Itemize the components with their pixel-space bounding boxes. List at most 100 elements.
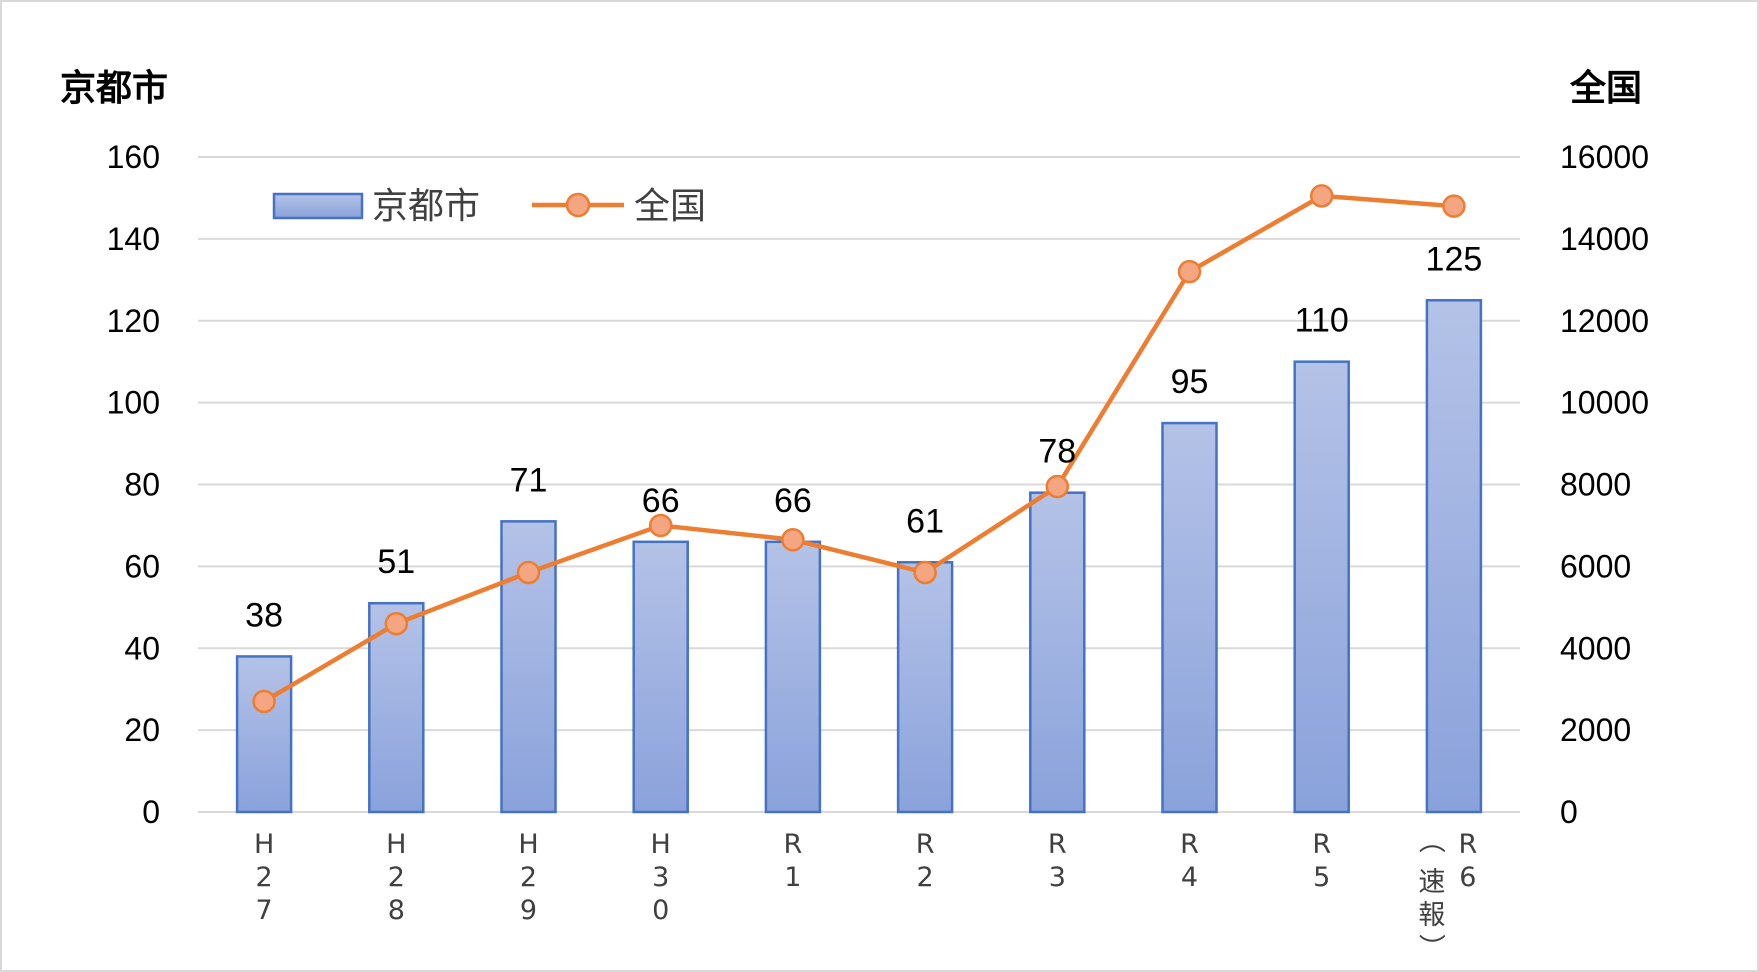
legend-line-label: 全国 (634, 186, 706, 227)
svg-text:5: 5 (1313, 862, 1330, 893)
right-axis-title: 全国 (1569, 67, 1642, 109)
svg-text:）: ） (1415, 934, 1446, 961)
right-tick-label: 14000 (1560, 221, 1649, 257)
bar (896, 561, 954, 814)
bar-value-label: 95 (1171, 363, 1209, 401)
svg-text:R: R (1459, 829, 1478, 860)
category-label: R5 (1312, 829, 1331, 893)
svg-text:2: 2 (917, 862, 934, 893)
left-tick-label: 140 (107, 221, 160, 257)
left-tick-label: 80 (124, 467, 160, 503)
bar-value-label: 110 (1295, 302, 1349, 340)
line-series (252, 184, 1466, 714)
svg-text:9: 9 (520, 895, 537, 926)
svg-text:6: 6 (1459, 862, 1476, 893)
category-label: R4 (1180, 829, 1199, 893)
svg-text:8: 8 (388, 895, 405, 926)
bar-value-label: 66 (642, 482, 680, 520)
bar (235, 655, 293, 814)
bar (1293, 360, 1350, 814)
left-tick-label: 40 (124, 630, 160, 666)
bar (1161, 421, 1218, 814)
line-point (516, 560, 541, 585)
legend-bar-swatch (272, 192, 364, 220)
svg-text:H: H (254, 829, 274, 860)
tick-labels: 0 20 40 60 80 100 120 140 160 0 2000 4000 6000 8000 10… (107, 139, 1649, 830)
category-label: H28 (386, 829, 406, 926)
bar-value-label: 38 (245, 596, 283, 634)
right-tick-label: 12000 (1560, 303, 1649, 339)
line-point (1309, 184, 1334, 208)
category-label: R1 (784, 829, 803, 893)
category-label: R6 （ 速報 ） (1415, 827, 1477, 961)
legend-line-marker (565, 192, 591, 218)
line-point (1045, 474, 1070, 499)
left-tick-label: 60 (124, 548, 160, 584)
svg-text:H: H (386, 829, 406, 860)
bar (368, 601, 425, 814)
data-labels: 38 51 71 66 66 61 78 95 110 125 (245, 240, 1482, 634)
bar-value-label: 51 (377, 543, 415, 581)
bar (632, 540, 689, 814)
svg-text:4: 4 (1181, 862, 1198, 893)
category-label: H30 (651, 829, 671, 926)
svg-text:7: 7 (256, 895, 273, 926)
bar (1425, 299, 1483, 814)
svg-text:報: 報 (1418, 900, 1445, 931)
legend: 京都市 全国 (272, 186, 706, 227)
right-tick-label: 6000 (1560, 548, 1631, 584)
svg-text:1: 1 (784, 862, 801, 893)
bar (764, 540, 822, 814)
svg-text:2: 2 (520, 862, 537, 893)
svg-text:H: H (518, 829, 538, 860)
bar-value-label: 61 (906, 502, 944, 540)
line-point (913, 560, 937, 585)
line-point (1442, 194, 1466, 218)
line-point (781, 528, 805, 552)
svg-text:（: （ (1415, 827, 1446, 854)
svg-text:2: 2 (256, 862, 273, 893)
bar-value-label: 71 (510, 461, 548, 499)
left-tick-label: 120 (107, 303, 160, 339)
left-tick-label: 100 (107, 385, 160, 421)
bar (1029, 491, 1086, 814)
category-label: H29 (518, 829, 538, 926)
svg-text:R: R (1048, 829, 1067, 860)
left-tick-label: 20 (124, 712, 160, 748)
svg-text:2: 2 (388, 862, 405, 893)
svg-text:R: R (784, 829, 803, 860)
svg-text:3: 3 (1049, 862, 1066, 893)
bar-value-label: 78 (1038, 433, 1076, 471)
left-tick-label: 0 (142, 794, 160, 830)
category-label: R3 (1048, 829, 1067, 893)
svg-text:3: 3 (652, 862, 669, 893)
svg-text:H: H (651, 829, 671, 860)
line-point (648, 513, 673, 538)
legend-bar-label: 京都市 (372, 186, 480, 227)
right-tick-label: 2000 (1560, 712, 1631, 748)
svg-text:0: 0 (652, 895, 669, 926)
category-label: R2 (916, 829, 935, 893)
line-path (262, 193, 1455, 704)
right-tick-label: 0 (1560, 794, 1578, 830)
line-point (1177, 259, 1202, 284)
svg-text:速: 速 (1418, 867, 1445, 898)
line-point (252, 689, 276, 714)
right-tick-label: 10000 (1560, 385, 1649, 421)
line-point (384, 611, 409, 636)
bars (235, 299, 1483, 814)
right-tick-label: 4000 (1560, 630, 1631, 666)
bar-value-label: 66 (774, 482, 812, 520)
category-label: H27 (254, 829, 274, 926)
left-axis-title: 京都市 (60, 67, 168, 109)
svg-text:R: R (1312, 829, 1331, 860)
bar-value-label: 125 (1426, 240, 1483, 278)
svg-text:R: R (916, 829, 935, 860)
right-tick-label: 8000 (1560, 467, 1631, 503)
left-tick-label: 160 (107, 139, 160, 175)
right-tick-label: 16000 (1560, 139, 1649, 175)
svg-text:R: R (1180, 829, 1199, 860)
